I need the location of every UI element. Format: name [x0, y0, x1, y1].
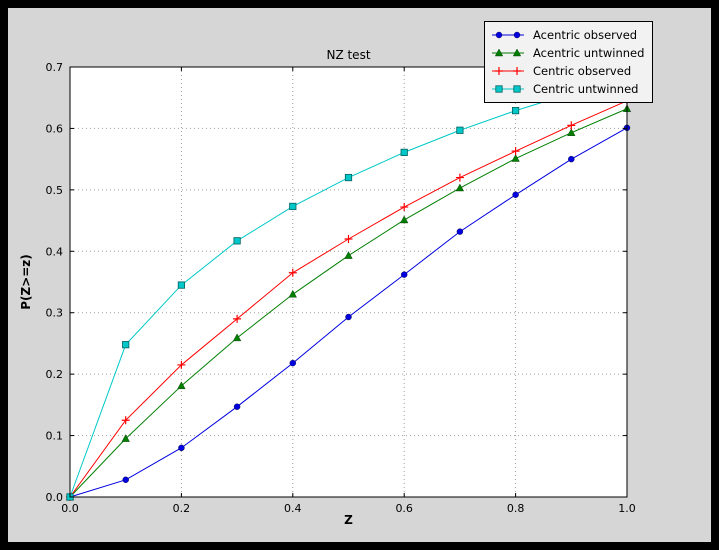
- legend-label: Acentric untwinned: [533, 46, 645, 60]
- legend-line-sample: [492, 85, 524, 93]
- plot-background: [70, 67, 627, 497]
- x-tick-label: 0.2: [173, 502, 191, 515]
- x-tick-label: 0.0: [61, 502, 79, 515]
- x-tick-label: 0.8: [507, 502, 525, 515]
- legend: Acentric observed Acentric untwinned Centr…: [484, 21, 654, 103]
- legend-item-centric-untwinned: Centric untwinned: [490, 80, 644, 98]
- x-tick-label: 0.4: [284, 502, 302, 515]
- legend-item-centric-observed: Centric observed: [490, 62, 644, 80]
- x-tick-label: 1.0: [618, 502, 636, 515]
- series-centric-observed: [66, 96, 631, 501]
- tick-labels: 0.0 0.2 0.4 0.6 0.8 1.0 0.0 0.1 0.2 0.3 0.4 0.5 0.6 0…: [46, 61, 636, 515]
- y-axis-label: P(Z>=z): [19, 254, 33, 310]
- legend-line-sample: [492, 48, 524, 57]
- legend-line-sample: [492, 31, 524, 39]
- legend-item-acentric-observed: Acentric observed: [490, 26, 644, 44]
- legend-item-acentric-untwinned: Acentric untwinned: [490, 44, 644, 62]
- legend-line-sample: [492, 67, 524, 75]
- y-tick-label: 0.3: [46, 307, 64, 320]
- legend-label: Acentric observed: [533, 28, 638, 42]
- y-tick-label: 0.2: [46, 368, 64, 381]
- grid-lines: [70, 67, 627, 497]
- figure-canvas: 0.0 0.2 0.4 0.6 0.8 1.0 0.0 0.1 0.2 0.3 0.4 0.5 0.6 0…: [8, 8, 711, 542]
- y-tick-label: 0.5: [46, 184, 64, 197]
- series-acentric-observed: [66, 124, 631, 501]
- chart-plot-area: 0.0 0.2 0.4 0.6 0.8 1.0 0.0 0.1 0.2 0.3 0.4 0.5 0.6 0…: [46, 61, 636, 515]
- series-acentric-untwinned: [65, 104, 632, 501]
- chart-title: NZ test: [326, 48, 371, 62]
- y-tick-label: 0.4: [46, 245, 64, 258]
- x-tick-label: 0.6: [395, 502, 413, 515]
- y-tick-label: 0.7: [46, 61, 64, 74]
- y-tick-label: 0.6: [46, 122, 64, 135]
- legend-label: Centric observed: [533, 64, 632, 78]
- y-tick-label: 0.1: [46, 430, 64, 443]
- x-axis-label: Z: [344, 513, 353, 527]
- y-tick-label: 0.0: [46, 491, 64, 504]
- legend-label: Centric untwinned: [533, 82, 639, 96]
- axes-frame: [69, 66, 628, 498]
